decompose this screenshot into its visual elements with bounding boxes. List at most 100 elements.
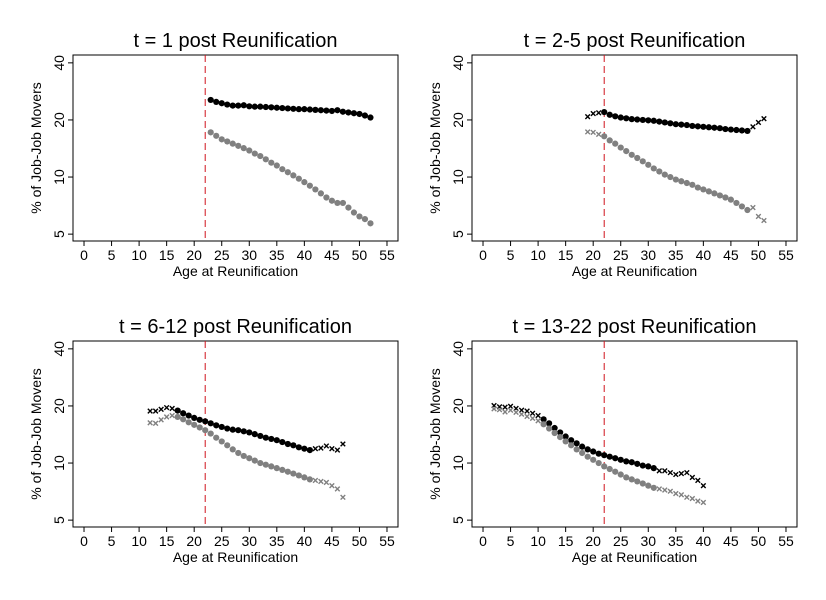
data-point [557, 429, 564, 436]
data-point [727, 196, 734, 203]
data-point-cross [158, 417, 164, 423]
data-point [733, 199, 740, 207]
data-point-cross [312, 477, 319, 484]
data-point [295, 175, 302, 182]
data-point [617, 471, 624, 478]
data-point [218, 423, 225, 431]
x-tick-label: 55 [379, 533, 395, 549]
data-point-cross [152, 408, 159, 414]
x-tick-label: 15 [159, 533, 175, 549]
data-point [240, 428, 247, 435]
data-point [645, 463, 652, 470]
data-point [672, 121, 679, 128]
data-point [590, 448, 597, 455]
data-point [207, 430, 214, 437]
data-point-cross [329, 482, 335, 489]
data-point-cross [673, 471, 679, 478]
y-tick-label: 40 [450, 55, 466, 71]
data-point-cross [673, 490, 679, 497]
x-tick-label: 55 [778, 533, 794, 549]
data-point [229, 102, 236, 109]
data-point [683, 121, 690, 129]
x-tick-label: 20 [585, 247, 601, 263]
data-point [290, 105, 297, 112]
data-point [645, 161, 652, 168]
data-point [628, 476, 635, 483]
data-point [345, 204, 352, 211]
data-point-cross [524, 408, 530, 414]
data-point [339, 108, 347, 115]
data-point [306, 447, 313, 454]
data-point [612, 113, 619, 120]
data-point-cross [689, 474, 696, 481]
data-point-cross [513, 409, 519, 416]
data-point [224, 442, 231, 449]
panel-3: t = 6-12 post Reunification 0 5 10 15 20 25 30 3… [28, 316, 399, 565]
data-point [727, 126, 734, 133]
data-point [639, 158, 646, 165]
data-point [295, 444, 302, 451]
data-point [639, 480, 646, 487]
data-point [196, 424, 203, 431]
data-point [213, 434, 220, 441]
data-point [295, 472, 302, 479]
data-point [246, 455, 253, 462]
x-tick-label: 50 [352, 247, 368, 263]
y-tick-label: 5 [450, 230, 466, 238]
x-tick-label: 15 [558, 247, 574, 263]
data-point [617, 456, 624, 463]
data-point [191, 414, 198, 421]
x-tick-label: 45 [723, 247, 739, 263]
x-axis-label: Age at Reunification [173, 263, 298, 279]
data-point [573, 446, 580, 453]
x-tick-label: 25 [613, 247, 629, 263]
data-point [628, 459, 635, 466]
data-point-cross [695, 477, 701, 484]
data-point [678, 121, 685, 128]
data-point [240, 102, 247, 109]
data-point-cross [334, 447, 341, 453]
data-point [716, 125, 723, 132]
data-point [328, 197, 335, 204]
data-point [306, 182, 313, 189]
data-point [623, 458, 630, 465]
y-axis-label: % of Job-Job Movers [28, 368, 44, 500]
data-point [262, 103, 269, 111]
data-point [361, 216, 369, 223]
x-tick-label: 20 [186, 533, 202, 549]
data-point [334, 107, 341, 114]
y-tick-label: 5 [51, 516, 67, 524]
x-tick-label: 10 [530, 533, 546, 549]
panel-4: t = 13-22 post Reunification 0 5 10 15 20 25 30… [427, 316, 798, 565]
data-point-cross [761, 115, 767, 122]
data-point [251, 431, 258, 438]
data-point-cross [163, 404, 170, 411]
data-point [317, 107, 324, 114]
data-point [257, 152, 264, 160]
y-tick-label: 40 [450, 341, 466, 357]
data-point [540, 416, 547, 423]
data-point [235, 142, 242, 149]
x-tick-label: 10 [131, 247, 147, 263]
data-point-cross [318, 445, 324, 451]
data-point [279, 438, 286, 446]
data-point [207, 420, 214, 427]
data-point-cross [529, 415, 536, 422]
data-point [584, 453, 591, 460]
data-point [606, 453, 613, 460]
data-point [290, 442, 297, 449]
data-point-cross [502, 404, 508, 410]
data-point [744, 206, 751, 214]
x-axis-label: Age at Reunification [572, 549, 697, 565]
x-tick-label: 15 [159, 247, 175, 263]
x-tick-label: 40 [696, 247, 712, 263]
x-tick-label: 55 [778, 247, 794, 263]
data-point [306, 106, 313, 113]
data-point [295, 106, 302, 113]
data-point [546, 420, 553, 427]
data-point [224, 138, 231, 145]
data-point [689, 181, 696, 188]
x-tick-label: 30 [241, 247, 257, 263]
data-point [301, 179, 308, 186]
x-tick-label: 10 [530, 247, 546, 263]
